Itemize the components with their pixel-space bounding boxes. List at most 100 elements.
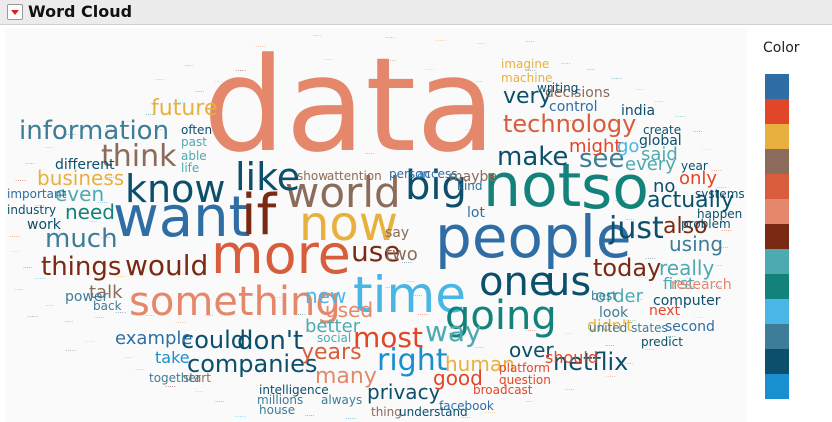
- filler-word: ·····: [15, 287, 23, 293]
- filler-word: ·····: [65, 319, 73, 325]
- filler-word: ·····: [89, 219, 97, 225]
- filler-word: ·····: [525, 399, 533, 405]
- filler-word: ·····: [345, 415, 357, 422]
- filler-word: ·····: [635, 297, 643, 303]
- legend-swatch-color-4: [765, 149, 789, 174]
- filler-word: ·····: [175, 99, 187, 107]
- filler-word: ·····: [145, 111, 157, 119]
- filler-word: ·····: [45, 145, 53, 151]
- cloud-word: happen: [697, 207, 743, 221]
- cloud-word: privacy: [367, 380, 441, 404]
- cloud-word: make: [497, 142, 569, 172]
- cloud-word: think: [101, 139, 177, 174]
- cloud-word: if: [241, 183, 277, 248]
- filler-word: ·····: [385, 285, 395, 292]
- cloud-word: past: [181, 135, 207, 149]
- cloud-word: first: [663, 274, 695, 293]
- cloud-word: information: [19, 116, 170, 146]
- cloud-word: say: [385, 225, 410, 241]
- filler-word: ·····: [717, 185, 727, 192]
- cloud-word: create: [643, 123, 682, 137]
- color-legend: [765, 74, 789, 399]
- filler-word: ·····: [17, 195, 25, 201]
- filler-word: ·····: [255, 43, 267, 51]
- cloud-word: really: [659, 256, 715, 280]
- filler-word: ·····: [105, 127, 115, 134]
- cloud-word: know: [125, 167, 226, 211]
- cloud-word: back: [93, 299, 122, 313]
- cloud-word: start: [183, 371, 211, 385]
- collapse-toggle-icon[interactable]: [7, 4, 23, 20]
- cloud-word: together: [149, 371, 201, 385]
- cloud-word: order: [595, 286, 643, 307]
- cloud-word: just: [609, 211, 664, 246]
- cloud-word: year: [681, 159, 708, 173]
- filler-word: ·····: [401, 259, 413, 267]
- window-title: Word Cloud: [28, 2, 133, 21]
- filler-word: ·····: [165, 383, 177, 391]
- cloud-word: see: [579, 144, 625, 174]
- cloud-word: even: [55, 182, 105, 206]
- filler-word: ·····: [461, 415, 471, 422]
- cloud-word: house: [259, 403, 296, 417]
- cloud-word: used: [325, 298, 374, 322]
- cloud-word: attention: [327, 169, 382, 183]
- cloud-word: big: [405, 163, 467, 209]
- filler-word: ·····: [645, 255, 657, 263]
- cloud-word: human: [445, 352, 515, 376]
- cloud-word: no: [653, 176, 676, 197]
- cloud-word: now: [299, 196, 399, 252]
- filler-word: ·····: [587, 67, 595, 73]
- filler-word: ·····: [565, 331, 573, 337]
- filler-word: ·····: [15, 177, 27, 185]
- filler-word: ·····: [313, 33, 321, 39]
- cloud-word: access: [417, 167, 458, 181]
- cloud-word: want: [113, 185, 251, 250]
- filler-word: ·····: [265, 55, 275, 62]
- cloud-word: said: [641, 144, 678, 165]
- cloud-word: research: [671, 277, 732, 293]
- legend-swatch-color-13: [765, 374, 789, 399]
- filler-word: ·····: [385, 57, 397, 65]
- filler-word: ·····: [175, 319, 187, 327]
- filler-word: ·····: [665, 333, 677, 341]
- filler-word: ·····: [565, 117, 577, 125]
- cloud-word: things: [41, 252, 122, 282]
- filler-word: ·····: [605, 373, 617, 381]
- filler-word: ·····: [195, 389, 203, 395]
- cloud-word: need: [65, 200, 115, 224]
- cloud-word: time: [353, 266, 466, 324]
- filler-word: ·····: [95, 315, 105, 322]
- filler-word: ·····: [635, 87, 645, 94]
- cloud-word: always: [321, 393, 363, 407]
- legend-swatch-color-6: [765, 199, 789, 224]
- cloud-word: actually: [647, 188, 734, 213]
- filler-word: ·····: [9, 233, 21, 241]
- cloud-word: second: [665, 319, 715, 335]
- cloud-word: show: [297, 169, 329, 183]
- legend-swatch-color-8: [765, 249, 789, 274]
- legend-swatch-color-7: [765, 224, 789, 249]
- cloud-word: new: [305, 284, 347, 308]
- cloud-word: technology: [503, 110, 637, 138]
- legend-swatch-color-5: [765, 174, 789, 199]
- cloud-word: look: [599, 305, 629, 321]
- filler-word: ·····: [125, 119, 133, 125]
- filler-word: ·····: [145, 313, 155, 320]
- filler-word: ·····: [625, 361, 633, 367]
- filler-word: ·····: [721, 205, 729, 211]
- cloud-word: problem: [681, 217, 731, 231]
- filler-word: ·····: [425, 67, 435, 74]
- cloud-word: don't: [237, 326, 304, 356]
- filler-word: ·····: [125, 355, 133, 361]
- cloud-word: global: [639, 133, 682, 149]
- filler-word: ·····: [305, 413, 315, 420]
- cloud-word: control: [549, 99, 598, 115]
- filler-word: ·····: [407, 279, 415, 285]
- filler-word: ·····: [135, 303, 143, 309]
- cloud-word: over: [509, 338, 554, 362]
- filler-word: ·····: [601, 127, 611, 134]
- filler-word: ·····: [625, 217, 635, 224]
- filler-word: ·····: [425, 413, 433, 419]
- cloud-word: social: [317, 331, 352, 345]
